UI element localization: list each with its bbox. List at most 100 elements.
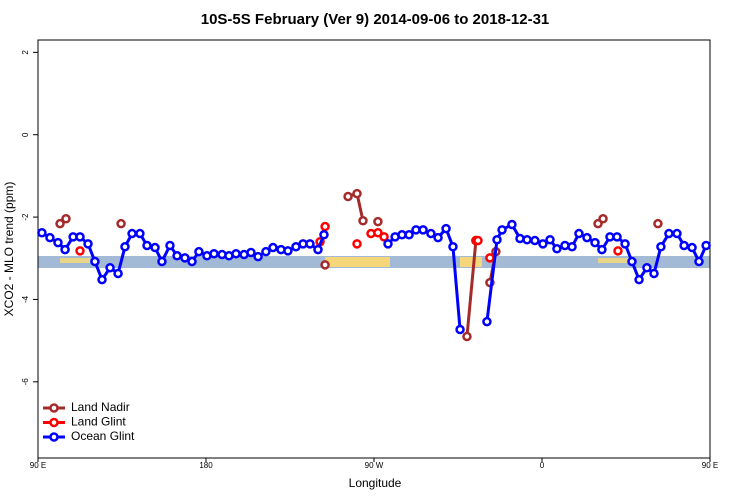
point [142, 240, 152, 251]
plot-frame [37, 39, 711, 459]
point [194, 246, 204, 257]
point [319, 230, 329, 240]
legend-marker [49, 403, 59, 413]
point [352, 188, 362, 199]
point [45, 232, 55, 243]
point [135, 228, 145, 239]
point [653, 218, 663, 229]
y-tick-label: -4 [21, 295, 30, 303]
chart-title: 10S-5S February (Ver 9) 2014-09-06 to 20… [201, 11, 550, 28]
point [261, 246, 271, 257]
point [105, 262, 115, 273]
point [172, 251, 182, 261]
map-land [60, 258, 90, 263]
point [679, 240, 689, 251]
point [180, 253, 190, 263]
point [433, 232, 443, 243]
map-land [598, 258, 628, 263]
x-tick-label: 0 [540, 461, 545, 470]
point [127, 228, 137, 239]
point [441, 223, 451, 234]
legend-label: Land Glint [71, 415, 126, 429]
point [492, 234, 502, 245]
point [582, 232, 592, 243]
point [116, 218, 126, 229]
y-tick-label: 2 [21, 50, 30, 55]
point [507, 219, 517, 230]
point [656, 241, 666, 252]
point [165, 240, 175, 251]
point [530, 235, 540, 246]
point [664, 228, 674, 239]
point [97, 274, 107, 285]
point [379, 232, 389, 242]
point [687, 242, 697, 253]
x-tick-label: 180 [199, 461, 213, 470]
point [694, 256, 704, 267]
y-axis-label: XCO2 - MLO trend (ppm) [2, 182, 16, 317]
point [560, 240, 570, 251]
point [522, 234, 532, 245]
point [231, 248, 241, 259]
legend-label: Ocean Glint [71, 429, 135, 443]
point [53, 237, 63, 248]
point [187, 256, 197, 267]
point [634, 274, 644, 285]
point [672, 228, 682, 239]
point [613, 246, 623, 256]
point [383, 239, 393, 249]
point [642, 262, 652, 273]
point [426, 228, 436, 239]
point [268, 242, 278, 253]
point [60, 244, 70, 255]
legend-marker [49, 432, 59, 442]
point [246, 247, 256, 258]
point [627, 256, 637, 267]
point [448, 241, 458, 252]
point [373, 216, 383, 227]
point [455, 324, 465, 335]
legend-label: Land Nadir [71, 400, 130, 414]
y-tick-label: -6 [21, 378, 30, 386]
point [358, 216, 368, 226]
series-line [41, 222, 708, 330]
point [120, 241, 130, 252]
point [485, 253, 495, 263]
point [404, 230, 414, 240]
point [83, 239, 93, 249]
point [590, 237, 600, 248]
x-tick-label: 90 W [365, 461, 384, 470]
y-tick-label: 0 [21, 132, 30, 137]
point [545, 234, 555, 245]
point [482, 316, 492, 327]
point [283, 246, 293, 256]
point [462, 331, 472, 342]
point [55, 218, 65, 229]
legend-marker [49, 417, 59, 428]
point [701, 240, 711, 251]
point [37, 227, 47, 238]
point [61, 213, 71, 224]
point [552, 244, 562, 254]
map-land [325, 257, 390, 267]
point [620, 239, 630, 249]
point [418, 225, 428, 235]
point [305, 239, 315, 249]
point [597, 244, 607, 255]
point [612, 232, 622, 242]
point [157, 256, 167, 267]
point [320, 221, 330, 232]
point [75, 246, 85, 256]
point [538, 239, 548, 249]
point [497, 225, 507, 235]
point [649, 268, 659, 279]
point [598, 213, 608, 224]
x-tick-label: 90 E [702, 461, 718, 470]
point [253, 251, 263, 262]
x-tick-label: 90 E [30, 461, 46, 470]
y-tick-label: -2 [21, 213, 30, 221]
point [313, 244, 323, 255]
point [373, 227, 383, 238]
point [473, 235, 483, 246]
